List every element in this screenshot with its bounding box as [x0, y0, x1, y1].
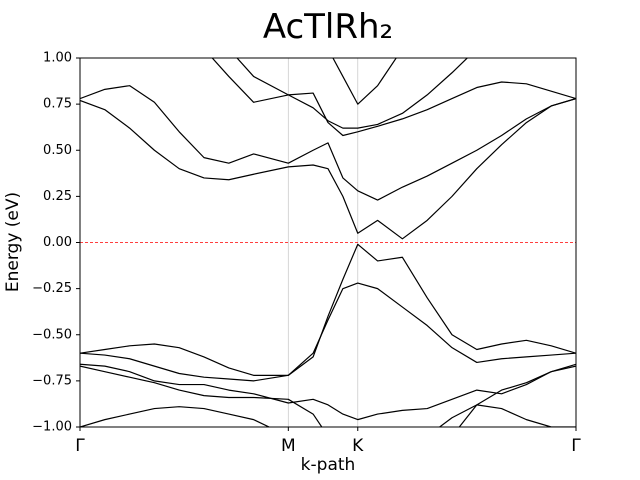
- x-tick-label: M: [281, 436, 296, 456]
- y-tick-label: −0.75: [32, 373, 72, 388]
- y-axis-label: Energy (eV): [3, 192, 23, 292]
- band-line: [80, 282, 576, 382]
- chart-title: AcTlRh₂: [263, 7, 393, 47]
- y-tick-label: 0.75: [43, 97, 72, 112]
- x-tick-label: Γ: [75, 436, 85, 456]
- band-line: [80, 98, 576, 240]
- y-tick-label: 0.50: [43, 143, 72, 158]
- y-tick-label: 0.00: [43, 235, 72, 250]
- band-line: [80, 404, 576, 427]
- band-line: [332, 58, 397, 105]
- y-tick-label: −1.00: [32, 420, 72, 435]
- y-tick-label: 0.25: [43, 189, 72, 204]
- band-line: [211, 58, 576, 137]
- grid-layer: [79, 58, 577, 427]
- x-tick-label: K: [352, 436, 364, 456]
- band-line: [80, 243, 576, 376]
- y-tick-label: −0.50: [32, 327, 72, 342]
- band-line: [80, 363, 576, 421]
- y-tick-label: 1.00: [43, 51, 72, 66]
- ticks: Γ M K Γ 1.00 0.75 0.50 0.25 0.00 −0.25 −0.50 −0.75 −…: [32, 51, 581, 457]
- band-line: [80, 363, 576, 427]
- y-tick-label: −0.25: [32, 281, 72, 296]
- x-axis-label: k-path: [301, 455, 356, 475]
- band-line: [80, 85, 576, 201]
- band-line: [236, 58, 469, 129]
- x-tick-label: Γ: [571, 436, 581, 456]
- bands: [80, 58, 576, 427]
